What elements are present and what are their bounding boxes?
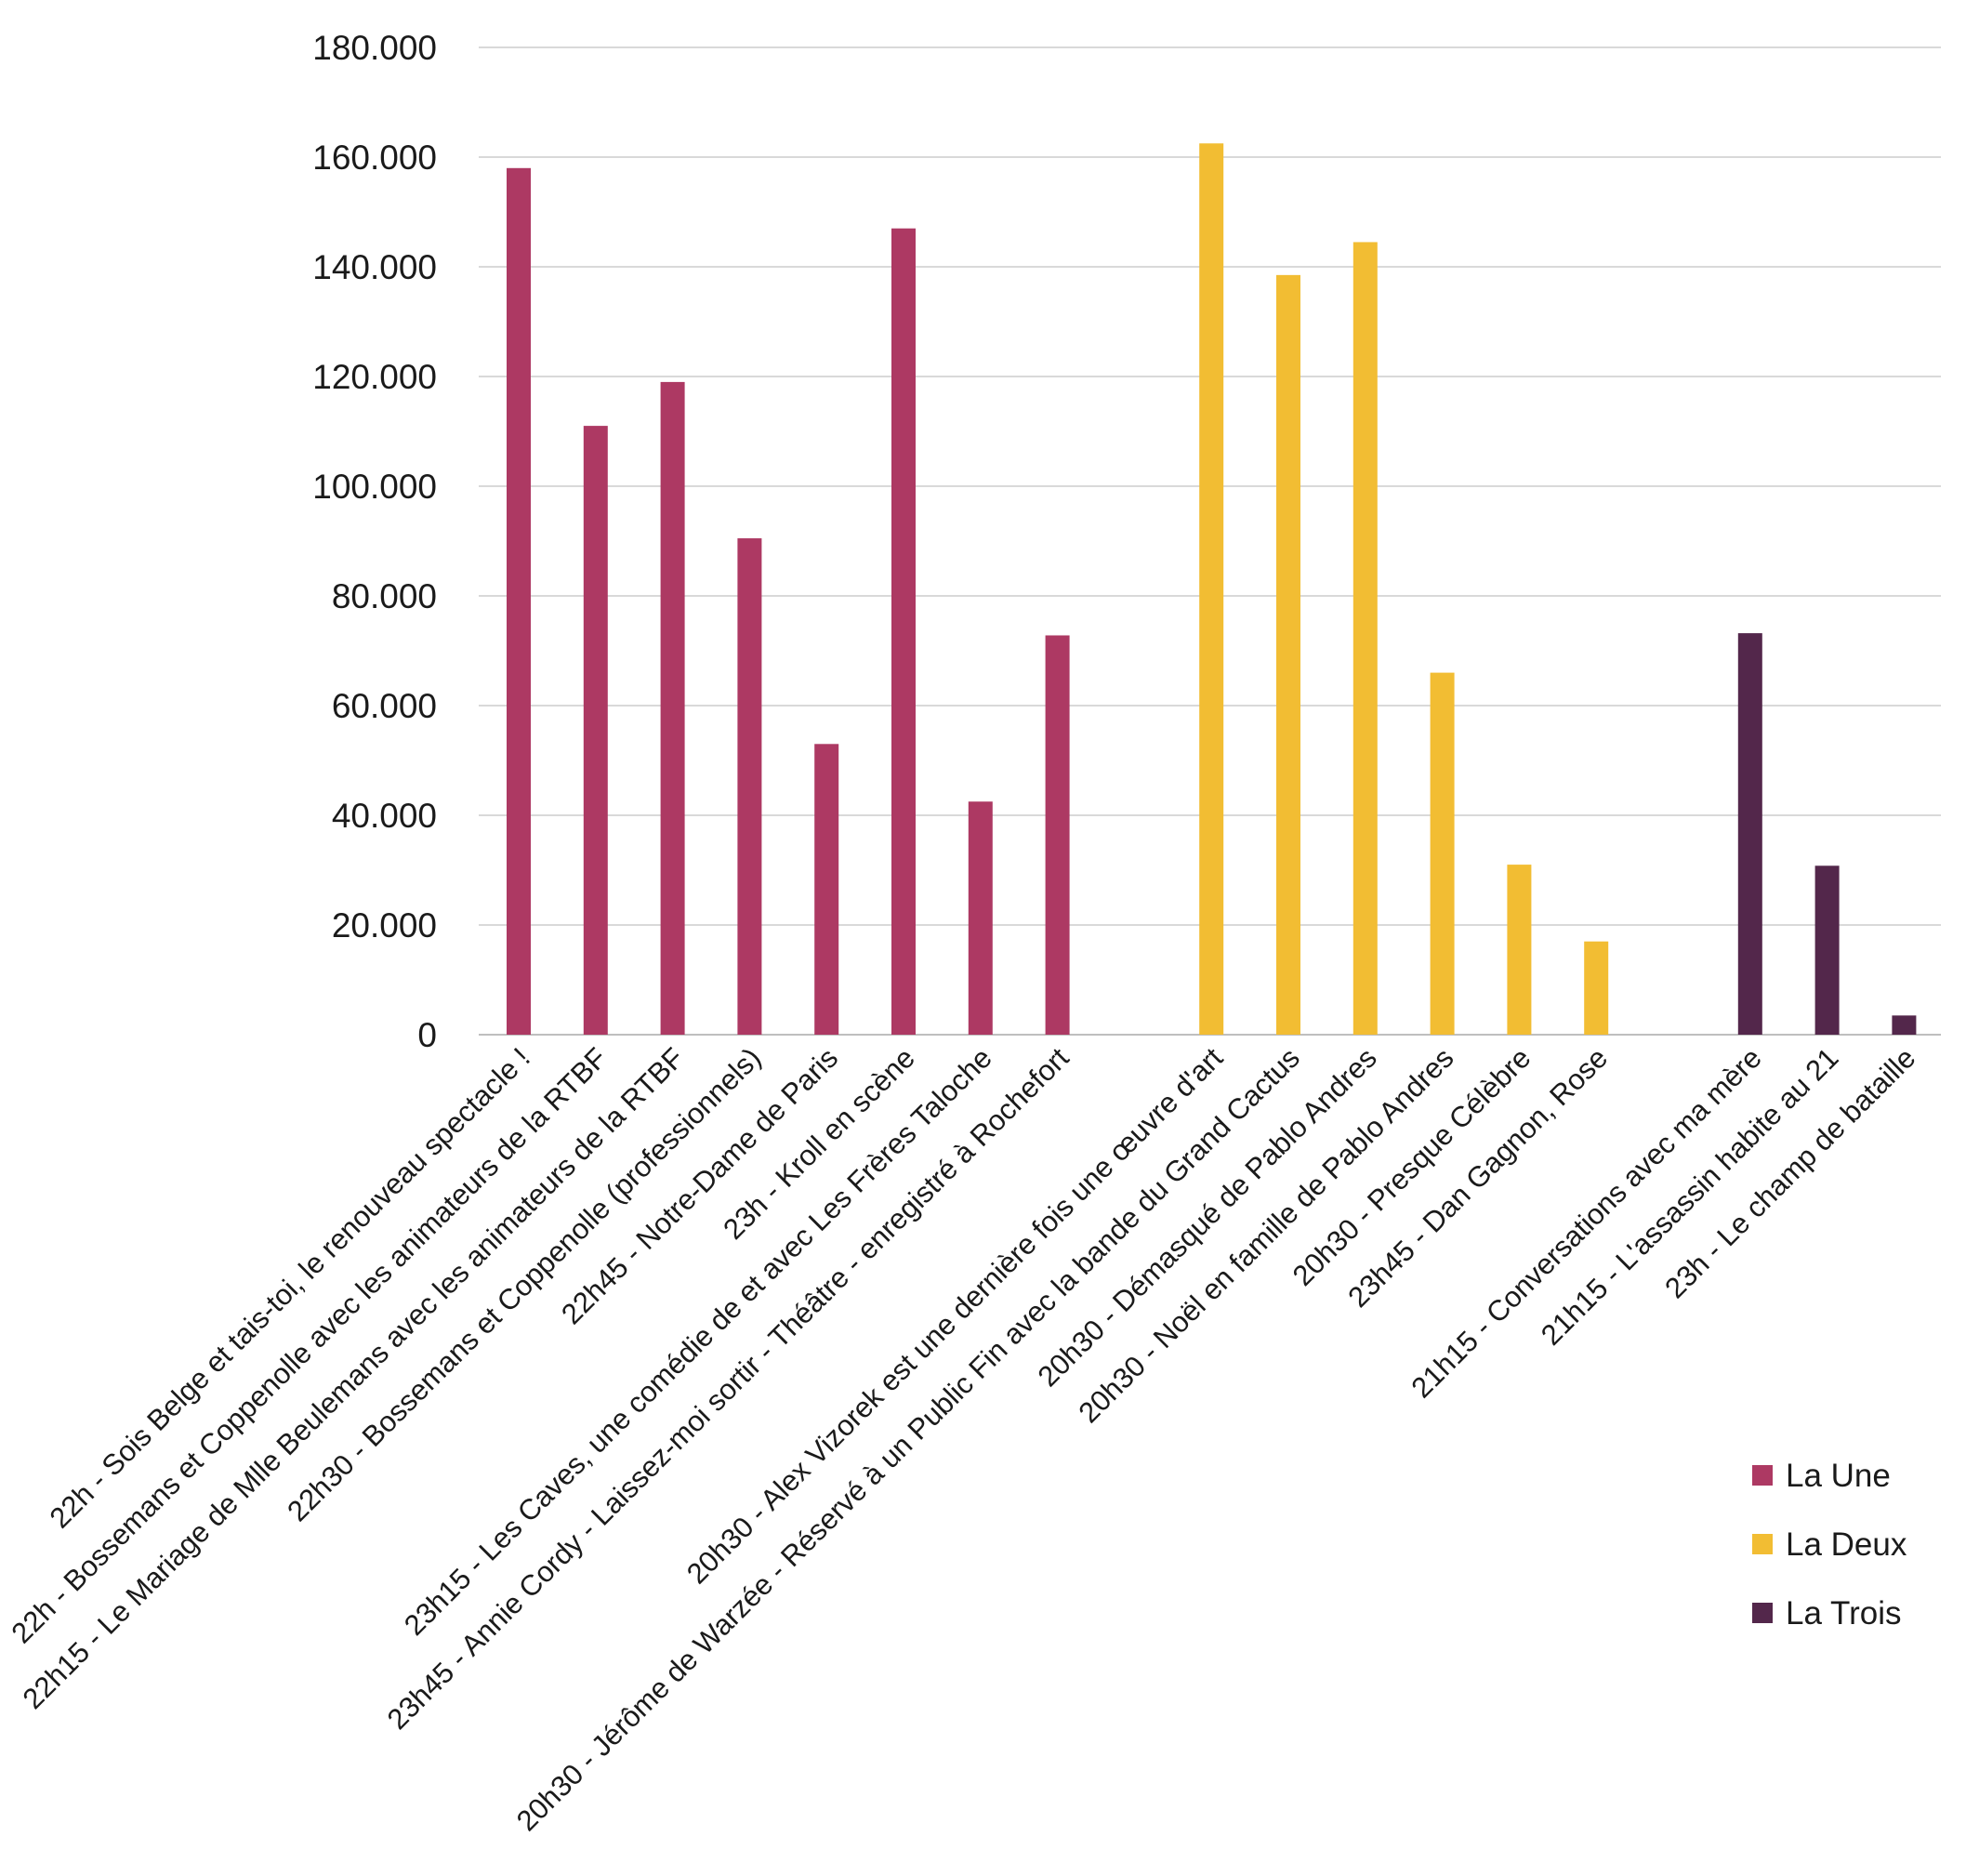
y-tick-label: 20.000: [332, 906, 437, 945]
bar: [1507, 865, 1532, 1035]
y-tick-label: 120.000: [312, 358, 437, 396]
bar: [891, 228, 916, 1035]
bars-layer: [507, 143, 1917, 1036]
bar: [1430, 672, 1455, 1035]
legend: La Une La Deux La Trois: [1752, 1458, 1907, 1632]
bar: [1584, 941, 1609, 1035]
y-tick-label: 80.000: [332, 577, 437, 615]
x-axis-labels: 22h - Sois Belge et tais-toi, le renouve…: [5, 1041, 1921, 1837]
bar: [1352, 242, 1378, 1035]
y-tick-label: 100.000: [312, 468, 437, 506]
y-tick-label: 140.000: [312, 248, 437, 286]
x-tick-label: 20h30 - Démasqué de Pablo Andres: [1032, 1041, 1383, 1393]
grid-layer: 0 20.000 40.000 60.000 80.000 100.000 120.000 1…: [312, 29, 1941, 1054]
x-tick-label: 22h - Bossemans et Coppenolle avec les a…: [5, 1041, 613, 1649]
bar: [1199, 143, 1224, 1035]
y-tick-label: 180.000: [312, 29, 437, 67]
y-tick-label: 160.000: [312, 139, 437, 177]
legend-label: La Une: [1786, 1458, 1891, 1494]
bar: [1814, 865, 1840, 1035]
bar: [507, 167, 531, 1036]
y-tick-label: 0: [417, 1016, 437, 1054]
bar: [660, 381, 685, 1035]
legend-swatch: [1752, 1465, 1773, 1486]
legend-label: La Deux: [1786, 1526, 1907, 1563]
legend-label: La Trois: [1786, 1595, 1902, 1632]
bar: [737, 538, 762, 1035]
bar: [583, 426, 608, 1036]
y-tick-label: 40.000: [332, 797, 437, 835]
bar: [1892, 1015, 1917, 1035]
x-tick-label: 22h15 - Le Mariage de Mlle Beulemans ave…: [17, 1041, 691, 1715]
bar: [814, 744, 839, 1035]
bar: [968, 801, 993, 1035]
bar: [1045, 635, 1070, 1035]
bar: [1276, 274, 1300, 1036]
y-tick-label: 60.000: [332, 687, 437, 725]
bar: [1737, 633, 1762, 1035]
legend-swatch: [1752, 1603, 1773, 1623]
legend-swatch: [1752, 1534, 1773, 1554]
